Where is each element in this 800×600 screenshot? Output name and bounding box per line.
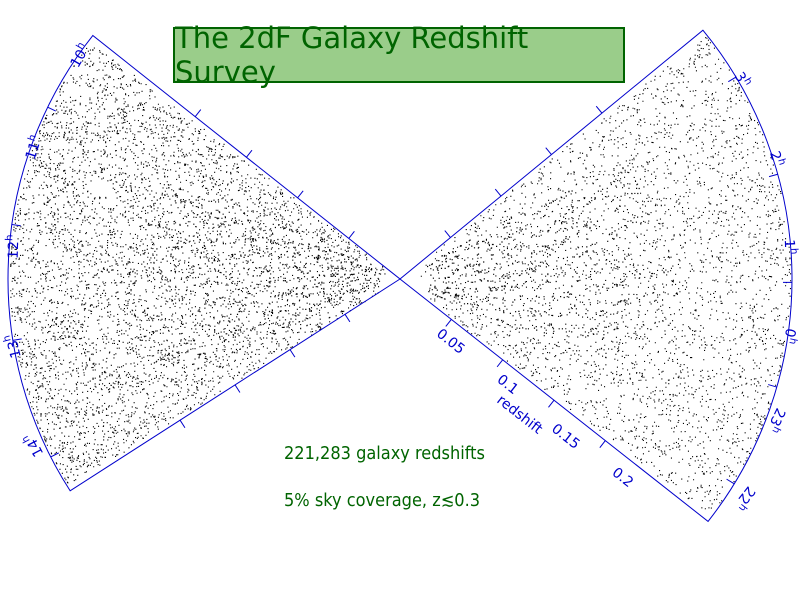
redshift-tick-label: 0.15 xyxy=(548,421,582,453)
redshift-tick-label: 0.1 xyxy=(494,372,521,398)
redshift-tick-upper-right xyxy=(444,230,451,238)
hour-tick-right xyxy=(726,478,735,485)
title-box: The 2dF Galaxy Redshift Survey xyxy=(173,21,625,89)
redshift-tick-upper-left xyxy=(297,190,304,199)
redshift-tick-lower-right xyxy=(496,359,504,368)
redshift-tick-lower-right xyxy=(548,399,555,408)
redshift-tick-label: 0.2 xyxy=(609,465,636,491)
hour-label-right: 1h xyxy=(781,239,800,255)
hour-label-right: 23h xyxy=(763,405,790,435)
hour-label-left: 13h xyxy=(1,332,24,360)
hour-label-right: 2h xyxy=(766,149,788,169)
hour-label-left: 10h xyxy=(66,41,94,71)
redshift-tick-lower-right xyxy=(599,440,606,448)
redshift-tick-upper-left xyxy=(348,231,355,239)
redshift-tick-upper-right xyxy=(545,147,552,155)
redshift-tick-lower-left xyxy=(179,419,186,429)
hour-label-right: 0h xyxy=(780,327,800,346)
hour-tick-right xyxy=(728,76,737,83)
hour-label-right: 22h xyxy=(730,483,759,513)
redshift-tick-label: 0.05 xyxy=(433,326,467,358)
redshift-tick-lower-right xyxy=(445,319,452,327)
right-wedge-outline xyxy=(399,29,793,523)
redshift-tick-upper-right xyxy=(595,105,603,114)
redshift-axis-label: redshift xyxy=(494,392,546,438)
left-wedge-outline xyxy=(7,34,401,492)
redshift-tick-upper-left xyxy=(246,149,253,158)
hour-tick-left xyxy=(50,452,59,458)
wedge-outlines xyxy=(7,29,793,523)
hour-tick-right xyxy=(768,173,778,178)
hour-tick-left xyxy=(12,338,22,341)
redshift-tick-lower-left xyxy=(344,314,351,323)
hour-label-left: 12h xyxy=(4,234,23,259)
redshift-tick-lower-left xyxy=(289,349,296,358)
galaxy-points xyxy=(10,37,792,510)
redshift-tick-lower-left xyxy=(234,384,241,393)
redshift-tick-upper-right xyxy=(494,188,502,197)
galaxy-count-label: 221,283 galaxy redshifts xyxy=(284,443,485,464)
redshift-tick-upper-left xyxy=(194,109,202,117)
sky-coverage-label: 5% sky coverage, z≲0.3 xyxy=(284,490,481,511)
hour-tick-right xyxy=(768,384,777,388)
hour-tick-left xyxy=(11,223,21,227)
galaxy-points-path xyxy=(10,37,792,510)
hour-tick-left xyxy=(47,106,56,112)
page-title: The 2dF Galaxy Redshift Survey xyxy=(175,21,529,89)
hour-label-left: 11h xyxy=(21,133,46,162)
hour-label-left: 14h xyxy=(20,430,47,460)
